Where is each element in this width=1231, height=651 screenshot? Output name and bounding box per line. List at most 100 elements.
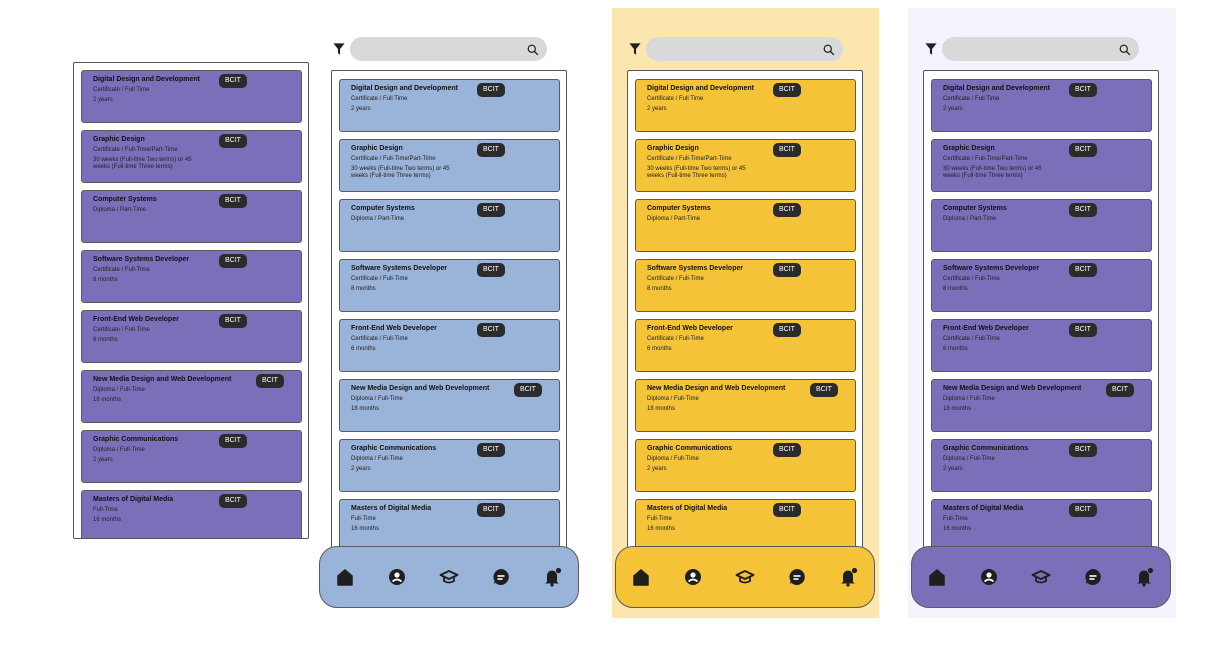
blue-program-card[interactable]: Software Systems Developer Certificate / … <box>339 259 560 312</box>
purple-program-card[interactable]: New Media Design and Web Development Dipl… <box>931 379 1152 432</box>
graduation-cap-icon[interactable] <box>1031 567 1051 587</box>
purple-program-card[interactable]: Graphic Communications Diploma / Full-Tim… <box>931 439 1152 492</box>
notification-bell-icon[interactable] <box>839 567 859 587</box>
purple-bottom-nav <box>911 546 1171 608</box>
program-credential: Certificate / Full-Time/Part-Time <box>93 147 178 153</box>
purple-program-card[interactable]: Graphic Design Certificate / Full-Time/Pa… <box>931 139 1152 192</box>
purple-program-card[interactable]: Digital Design and Development Certificat… <box>931 79 1152 132</box>
purple-program-card[interactable]: Front-End Web Developer Certificate / Ful… <box>931 319 1152 372</box>
bcit-badge: BCIT <box>773 203 801 217</box>
graduation-cap-icon[interactable] <box>735 567 755 587</box>
search-input[interactable] <box>350 37 547 61</box>
purple-program-card[interactable]: Front-End Web Developer Certificate / Ful… <box>81 310 302 363</box>
program-duration: 30 weeks (Full-time Two terms) or 45 wee… <box>351 166 450 179</box>
bcit-badge: BCIT <box>219 434 247 448</box>
bcit-badge: BCIT <box>1069 83 1097 97</box>
purple-program-card[interactable]: Digital Design and Development Certificat… <box>81 70 302 123</box>
chat-icon[interactable] <box>1083 567 1103 587</box>
program-title: Masters of Digital Media <box>351 505 432 512</box>
program-credential: Diploma / Part-Time <box>351 216 405 222</box>
purple-program-card[interactable]: Software Systems Developer Certificate / … <box>931 259 1152 312</box>
bcit-badge: BCIT <box>773 443 801 457</box>
program-title: Masters of Digital Media <box>93 496 174 503</box>
blue-program-card[interactable]: Digital Design and Development Certificat… <box>339 79 560 132</box>
program-credential: Certificate / Full-Time/Part-Time <box>647 156 732 162</box>
yellow-program-card[interactable]: New Media Design and Web Development Dipl… <box>635 379 856 432</box>
program-duration: 16 months <box>647 526 676 532</box>
chat-icon[interactable] <box>787 567 807 587</box>
blue-program-card[interactable]: Computer Systems Diploma / Part-Time BCIT <box>339 199 560 252</box>
yellow-bottom-nav <box>615 546 875 608</box>
program-credential: Full-Time <box>93 507 118 513</box>
profile-icon[interactable] <box>979 567 999 587</box>
purple-program-card[interactable]: Graphic Design Certificate / Full-Time/Pa… <box>81 130 302 183</box>
search-icon[interactable] <box>823 43 835 56</box>
program-duration: 16 months <box>943 526 972 532</box>
program-title: Front-End Web Developer <box>943 325 1029 332</box>
bcit-badge: BCIT <box>1069 203 1097 217</box>
program-duration: 16 months <box>93 517 122 523</box>
search-icon[interactable] <box>1119 43 1131 56</box>
program-duration: 16 months <box>351 526 380 532</box>
filter-icon[interactable] <box>628 42 642 56</box>
graduation-cap-icon[interactable] <box>439 567 459 587</box>
program-duration: 2 years <box>351 106 371 112</box>
program-title: Graphic Communications <box>93 436 179 443</box>
yellow-program-card[interactable]: Software Systems Developer Certificate / … <box>635 259 856 312</box>
program-duration: 8 months <box>93 277 118 283</box>
program-title: New Media Design and Web Development <box>93 376 232 383</box>
filter-icon[interactable] <box>332 42 346 56</box>
filter-icon[interactable] <box>924 42 938 56</box>
program-credential: Certificate / Full-Time <box>647 276 704 282</box>
purple-program-card[interactable]: Masters of Digital Media Full-Time 16 mont… <box>931 499 1152 552</box>
program-credential: Diploma / Full-Time <box>943 396 995 402</box>
yellow-program-card[interactable]: Graphic Communications Diploma / Full-Tim… <box>635 439 856 492</box>
program-credential: Certificate / Full Time <box>351 96 408 102</box>
program-credential: Diploma / Full-Time <box>647 396 699 402</box>
program-duration: 2 years <box>647 466 667 472</box>
program-credential: Certificate / Full-Time <box>93 327 150 333</box>
purple-program-card[interactable]: Computer Systems Diploma / Part-Time BCIT <box>81 190 302 243</box>
blue-program-card[interactable]: Graphic Design Certificate / Full-Time/Pa… <box>339 139 560 192</box>
program-title: Graphic Communications <box>647 445 733 452</box>
search-icon[interactable] <box>527 43 539 56</box>
search-input[interactable] <box>646 37 843 61</box>
purple-program-card[interactable]: New Media Design and Web Development Dipl… <box>81 370 302 423</box>
blue-program-list: Digital Design and Development Certificat… <box>331 70 567 557</box>
yellow-program-card[interactable]: Computer Systems Diploma / Part-Time BCIT <box>635 199 856 252</box>
home-icon[interactable] <box>927 567 947 587</box>
purple-program-card[interactable]: Computer Systems Diploma / Part-Time BCIT <box>931 199 1152 252</box>
bcit-badge: BCIT <box>219 134 247 148</box>
profile-icon[interactable] <box>683 567 703 587</box>
notification-bell-icon[interactable] <box>543 567 563 587</box>
bcit-badge: BCIT <box>1069 503 1097 517</box>
program-duration: 2 years <box>351 466 371 472</box>
chat-icon[interactable] <box>491 567 511 587</box>
home-icon[interactable] <box>335 567 355 587</box>
blue-program-card[interactable]: Masters of Digital Media Full-Time 16 mont… <box>339 499 560 552</box>
purple-program-card[interactable]: Software Systems Developer Certificate / … <box>81 250 302 303</box>
purple-program-card[interactable]: Graphic Communications Diploma / Full-Tim… <box>81 430 302 483</box>
home-icon[interactable] <box>631 567 651 587</box>
notification-bell-icon[interactable] <box>1135 567 1155 587</box>
search-input[interactable] <box>942 37 1139 61</box>
bcit-badge: BCIT <box>477 83 505 97</box>
program-credential: Certificate / Full Time <box>93 87 150 93</box>
program-title: Masters of Digital Media <box>943 505 1024 512</box>
program-credential: Certificate / Full-Time <box>93 267 150 273</box>
blue-program-card[interactable]: Graphic Communications Diploma / Full-Tim… <box>339 439 560 492</box>
profile-icon[interactable] <box>387 567 407 587</box>
yellow-program-card[interactable]: Digital Design and Development Certificat… <box>635 79 856 132</box>
plain-program-list: Digital Design and Development Certificat… <box>73 62 309 539</box>
yellow-program-card[interactable]: Graphic Design Certificate / Full-Time/Pa… <box>635 139 856 192</box>
program-duration: 2 years <box>943 466 963 472</box>
yellow-program-card[interactable]: Masters of Digital Media Full-Time 16 mont… <box>635 499 856 552</box>
purple-program-card[interactable]: Masters of Digital Media Full-Time 16 mont… <box>81 490 302 538</box>
program-title: Computer Systems <box>351 205 415 212</box>
program-title: Graphic Design <box>647 145 699 152</box>
program-credential: Diploma / Full-Time <box>93 387 145 393</box>
blue-program-card[interactable]: New Media Design and Web Development Dipl… <box>339 379 560 432</box>
blue-program-card[interactable]: Front-End Web Developer Certificate / Ful… <box>339 319 560 372</box>
yellow-program-card[interactable]: Front-End Web Developer Certificate / Ful… <box>635 319 856 372</box>
program-duration: 30 weeks (Full-time Two terms) or 45 wee… <box>93 157 192 170</box>
